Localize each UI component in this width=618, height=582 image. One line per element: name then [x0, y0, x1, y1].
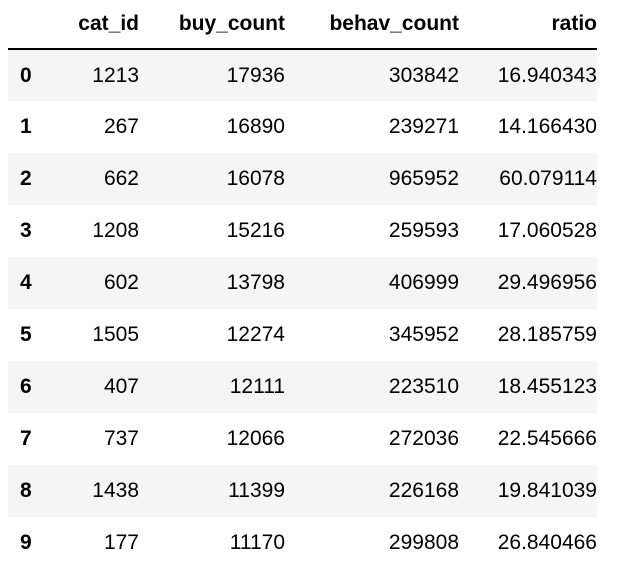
index-header [8, 0, 64, 50]
column-header-buy-count: buy_count [139, 0, 285, 50]
table-body: 0 1213 17936 303842 16.940343 1 267 16890 239271… [8, 49, 597, 569]
cell-behav-count: 272036 [388, 427, 459, 450]
cell-behav-count: 259593 [388, 219, 459, 242]
cell-ratio: 29.496956 [497, 271, 597, 294]
row-index: 3 [20, 219, 32, 242]
row-index: 8 [20, 479, 32, 502]
cell-cat-id: 1213 [92, 63, 139, 87]
row-index: 1 [20, 115, 32, 138]
cell-ratio: 19.841039 [497, 479, 597, 502]
cell-behav-count: 223510 [388, 375, 459, 398]
cell-cat-id: 407 [103, 375, 139, 398]
cell-buy-count: 16890 [226, 115, 285, 138]
header-row: cat_id buy_count behav_count ratio [8, 0, 597, 50]
cell-ratio: 17.060528 [497, 219, 597, 242]
row-index: 5 [20, 323, 32, 346]
cell-ratio: 60.079114 [499, 167, 597, 190]
cell-buy-count: 15216 [226, 219, 285, 242]
table-row: 0 1213 17936 303842 16.940343 [8, 49, 597, 101]
table-row: 1 267 16890 239271 14.166430 [8, 101, 597, 153]
cell-buy-count: 12274 [226, 323, 285, 346]
cell-behav-count: 303842 [388, 63, 459, 87]
cell-behav-count: 299808 [388, 531, 459, 554]
cell-ratio: 14.166430 [497, 115, 597, 138]
cell-cat-id: 1208 [92, 219, 139, 242]
table-row: 5 1505 12274 345952 28.185759 [8, 309, 597, 361]
cell-buy-count: 12111 [229, 375, 285, 398]
table-row: 8 1438 11399 226168 19.841039 [8, 465, 597, 517]
column-header-behav-count: behav_count [285, 0, 459, 50]
cell-buy-count: 11170 [229, 531, 285, 554]
table-row: 7 737 12066 272036 22.545666 [8, 413, 597, 465]
cell-ratio: 28.185759 [497, 323, 597, 346]
table-row: 4 602 13798 406999 29.496956 [8, 257, 597, 309]
table-row: 3 1208 15216 259593 17.060528 [8, 205, 597, 257]
cell-cat-id: 737 [103, 427, 139, 450]
cell-cat-id: 267 [103, 115, 139, 138]
table-row: 2 662 16078 965952 60.079114 [8, 153, 597, 205]
table-row: 9 177 11170 299808 26.840466 [8, 517, 597, 569]
cell-ratio: 16.940343 [497, 63, 597, 87]
cell-behav-count: 406999 [388, 271, 459, 294]
cell-buy-count: 11399 [228, 479, 285, 502]
row-index: 2 [20, 167, 32, 190]
cell-ratio: 22.545666 [497, 427, 597, 450]
cell-cat-id: 1438 [92, 479, 139, 502]
table-row: 6 407 12111 223510 18.455123 [8, 361, 597, 413]
cell-cat-id: 177 [103, 531, 139, 554]
dataframe-table: cat_id buy_count behav_count ratio 0 1213… [8, 0, 597, 569]
cell-ratio: 26.840466 [497, 531, 597, 554]
row-index: 4 [20, 271, 32, 294]
cell-cat-id: 1505 [92, 323, 139, 346]
cell-cat-id: 662 [103, 167, 139, 190]
cell-buy-count: 16078 [226, 167, 285, 190]
table-header: cat_id buy_count behav_count ratio [8, 0, 597, 50]
cell-behav-count: 345952 [388, 323, 459, 346]
row-index: 0 [20, 63, 32, 87]
cell-behav-count: 239271 [388, 115, 459, 138]
column-header-cat-id: cat_id [64, 0, 139, 50]
row-index: 7 [20, 427, 32, 450]
column-header-ratio: ratio [459, 0, 597, 50]
cell-behav-count: 226168 [388, 479, 459, 502]
row-index: 9 [20, 531, 32, 554]
cell-cat-id: 602 [103, 271, 139, 294]
cell-behav-count: 965952 [388, 167, 459, 190]
cell-buy-count: 17936 [226, 63, 285, 87]
row-index: 6 [20, 375, 32, 398]
cell-buy-count: 12066 [226, 427, 285, 450]
cell-ratio: 18.455123 [497, 375, 597, 398]
cell-buy-count: 13798 [226, 271, 285, 294]
